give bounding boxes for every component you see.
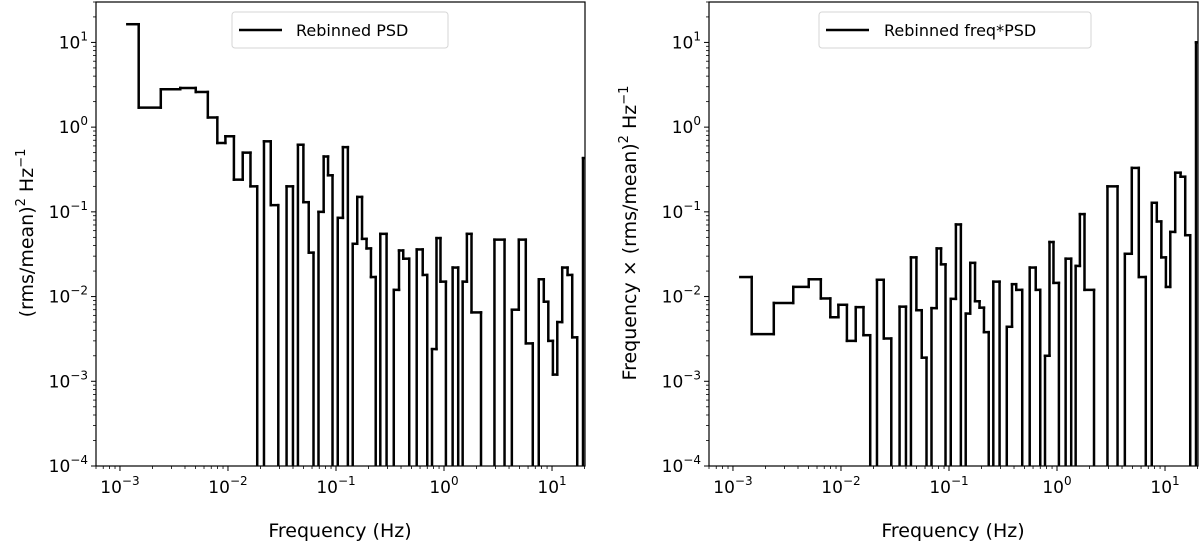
- freq-psd-axes-frame: [708, 1, 1199, 467]
- y-tick-label: 100: [59, 114, 88, 138]
- y-axis-label-sup: 2: [617, 135, 632, 143]
- x-tick-label: 10−1: [929, 474, 968, 498]
- x-tick-label: 10−1: [316, 474, 355, 498]
- y-tick-label: 10−2: [662, 284, 701, 308]
- y-tick-label: 10−1: [662, 199, 701, 223]
- x-tick-label: 101: [537, 474, 566, 498]
- psd-step-series: [126, 22, 585, 466]
- y-tick-label: 100: [672, 114, 701, 138]
- y-tick-label: 101: [59, 29, 88, 53]
- y-axis-label: (rms/mean)2 Hz−1: [14, 149, 38, 318]
- x-tick-label: 100: [429, 474, 458, 498]
- y-axis-label-sup: 2: [14, 198, 29, 206]
- freq-psd-ticks: 10−3 10−2 10−1 100 101 10−4 10−3 10−2 10−1 100 101: [662, 1, 1198, 498]
- y-tick-label: 10−2: [49, 284, 88, 308]
- y-axis-label-main: (rms/mean): [16, 206, 38, 317]
- y-axis-label-sup: −1: [617, 86, 632, 105]
- x-axis-label: Frequency (Hz): [881, 520, 1024, 542]
- y-tick-label: 10−1: [49, 199, 88, 223]
- y-axis-label: Frequency × (rms/mean)2 Hz−1: [617, 86, 641, 381]
- y-tick-label: 10−4: [662, 453, 701, 477]
- legend-box: [818, 11, 1092, 49]
- x-tick-label: 10−2: [821, 474, 860, 498]
- y-axis-label-unit: Hz: [16, 168, 38, 198]
- x-tick-label: 100: [1042, 474, 1071, 498]
- y-axis-label-sup: −1: [14, 149, 29, 168]
- y-axis-label-main: Frequency × (rms/mean): [619, 143, 641, 380]
- freq-psd-step-series: [739, 41, 1198, 466]
- psd-axes-frame: [95, 1, 586, 467]
- x-axis-label: Frequency (Hz): [268, 520, 411, 542]
- y-tick-label: 10−3: [49, 368, 88, 392]
- y-tick-label: 10−3: [662, 368, 701, 392]
- psd-legend: Rebinned PSD: [231, 11, 449, 49]
- psd-ticks: 10−3 10−2 10−1 100 101 10−4 10−3 10−2 10−1 100 101: [49, 1, 585, 498]
- psd-panel: 10−3 10−2 10−1 100 101 10−4 10−3 10−2 10−1 100 101…: [14, 1, 586, 542]
- legend-label: Rebinned freq*PSD: [884, 21, 1036, 40]
- y-tick-label: 10−4: [49, 453, 88, 477]
- x-tick-label: 101: [1150, 474, 1179, 498]
- freq-psd-panel: 10−3 10−2 10−1 100 101 10−4 10−3 10−2 10−1 100 101…: [617, 1, 1199, 542]
- legend-box: [231, 11, 449, 49]
- legend-label: Rebinned PSD: [296, 21, 408, 40]
- freq-psd-legend: Rebinned freq*PSD: [818, 11, 1092, 49]
- y-axis-label-unit: Hz: [619, 105, 641, 135]
- x-tick-label: 10−3: [100, 474, 139, 498]
- x-tick-label: 10−2: [208, 474, 247, 498]
- x-tick-label: 10−3: [713, 474, 752, 498]
- y-tick-label: 101: [672, 29, 701, 53]
